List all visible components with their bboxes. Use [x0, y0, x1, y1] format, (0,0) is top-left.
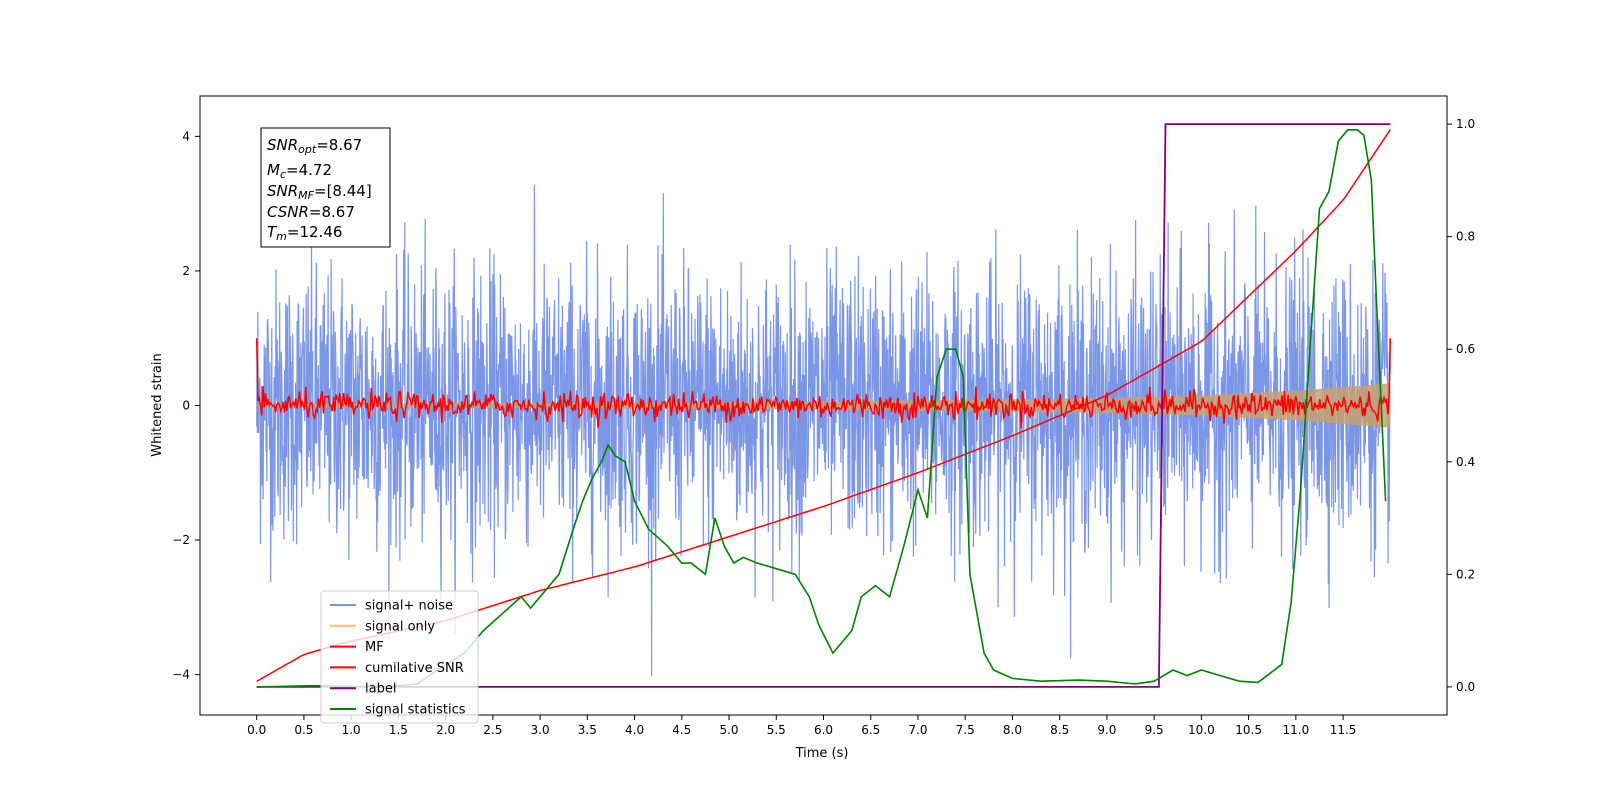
x-tick-label: 6.5: [861, 723, 880, 737]
y-left-tick-label: 2: [182, 264, 190, 278]
legend-label: signal+ noise: [365, 599, 453, 614]
info-tm: Tm=12.46: [267, 223, 342, 243]
x-tick-label: 2.5: [483, 723, 502, 737]
x-tick-label: 3.5: [578, 723, 597, 737]
info-box-frame: [260, 127, 391, 248]
x-tick-label: 0.0: [247, 723, 266, 737]
y-left-tick-label: 4: [182, 129, 190, 143]
series-signal-statistics: [256, 129, 1387, 688]
y-left-tick-label: −2: [172, 533, 190, 547]
x-tick-label: 5.5: [767, 723, 786, 737]
legend: signal+ noise signal only MF cumilative SNR…: [320, 590, 479, 724]
x-tick-label: 1.5: [389, 723, 408, 737]
legend-item: MF: [330, 640, 384, 655]
legend-item: signal only: [330, 619, 435, 634]
legend-label: signal statistics: [365, 703, 466, 718]
legend-item: signal+ noise: [330, 599, 453, 614]
y-left-tick-label: 0: [182, 399, 190, 413]
x-tick-label: 8.0: [1003, 723, 1022, 737]
y-right-tick-label: 0.6: [1456, 342, 1475, 356]
legend-item: label: [330, 682, 396, 697]
legend-label: signal only: [365, 619, 435, 634]
x-tick-label: 1.0: [342, 723, 361, 737]
info-mc: Mc=4.72: [267, 161, 332, 181]
legend-frame: [320, 590, 479, 724]
series-mf: [255, 338, 1392, 429]
x-tick-label: 0.5: [294, 723, 313, 737]
info-snr-opt: SNRopt=8.67: [267, 136, 362, 156]
x-tick-label: 7.0: [908, 723, 927, 737]
x-tick-label: 8.5: [1050, 723, 1069, 737]
info-csnr: CSNR=8.67: [267, 203, 355, 221]
x-tick-label: 10.5: [1235, 723, 1262, 737]
y-axis-right: 0.0 0.2 0.4 0.6 0.8 1.0: [1447, 117, 1475, 694]
x-tick-label: 10.0: [1188, 723, 1215, 737]
legend-label: label: [365, 682, 396, 697]
x-tick-label: 11.0: [1282, 723, 1309, 737]
x-tick-label: 9.0: [1097, 723, 1116, 737]
x-tick-label: 4.5: [672, 723, 691, 737]
info-box: SNRopt=8.67 Mc=4.72 SNRMF=[8.44] CSNR=8.…: [260, 127, 391, 248]
x-axis-label: Time (s): [795, 746, 849, 761]
legend-item: cumilative SNR: [330, 661, 464, 676]
x-tick-label: 5.0: [719, 723, 738, 737]
x-tick-label: 11.5: [1330, 723, 1357, 737]
y-left-tick-label: −4: [172, 668, 190, 682]
x-tick-label: 6.0: [814, 723, 833, 737]
y-axis-left: −4 −2 0 2 4: [172, 129, 200, 682]
series-signal-only: [256, 383, 1391, 428]
x-tick-label: 4.0: [625, 723, 644, 737]
x-tick-label: 3.0: [531, 723, 550, 737]
series-label: [256, 123, 1391, 688]
x-tick-label: 9.5: [1145, 723, 1164, 737]
info-snr-mf: SNRMF=[8.44]: [267, 182, 372, 202]
legend-label: MF: [365, 640, 384, 655]
y-axis-label: Whitened strain: [150, 353, 165, 456]
x-axis: 0.0 0.5 1.0 1.5 2.0 2.5 3.0 3.5 4.0 4.5 5.0 5.5 6.0 6…: [247, 715, 1356, 737]
x-tick-label: 7.5: [956, 723, 975, 737]
legend-label: cumilative SNR: [365, 661, 464, 676]
legend-item: signal statistics: [330, 703, 466, 718]
y-right-tick-label: 0.8: [1456, 230, 1475, 244]
y-right-tick-label: 1.0: [1456, 117, 1475, 131]
y-right-tick-label: 0.0: [1456, 680, 1475, 694]
y-right-tick-label: 0.2: [1456, 567, 1475, 581]
x-tick-label: 2.0: [436, 723, 455, 737]
y-right-tick-label: 0.4: [1456, 455, 1475, 469]
